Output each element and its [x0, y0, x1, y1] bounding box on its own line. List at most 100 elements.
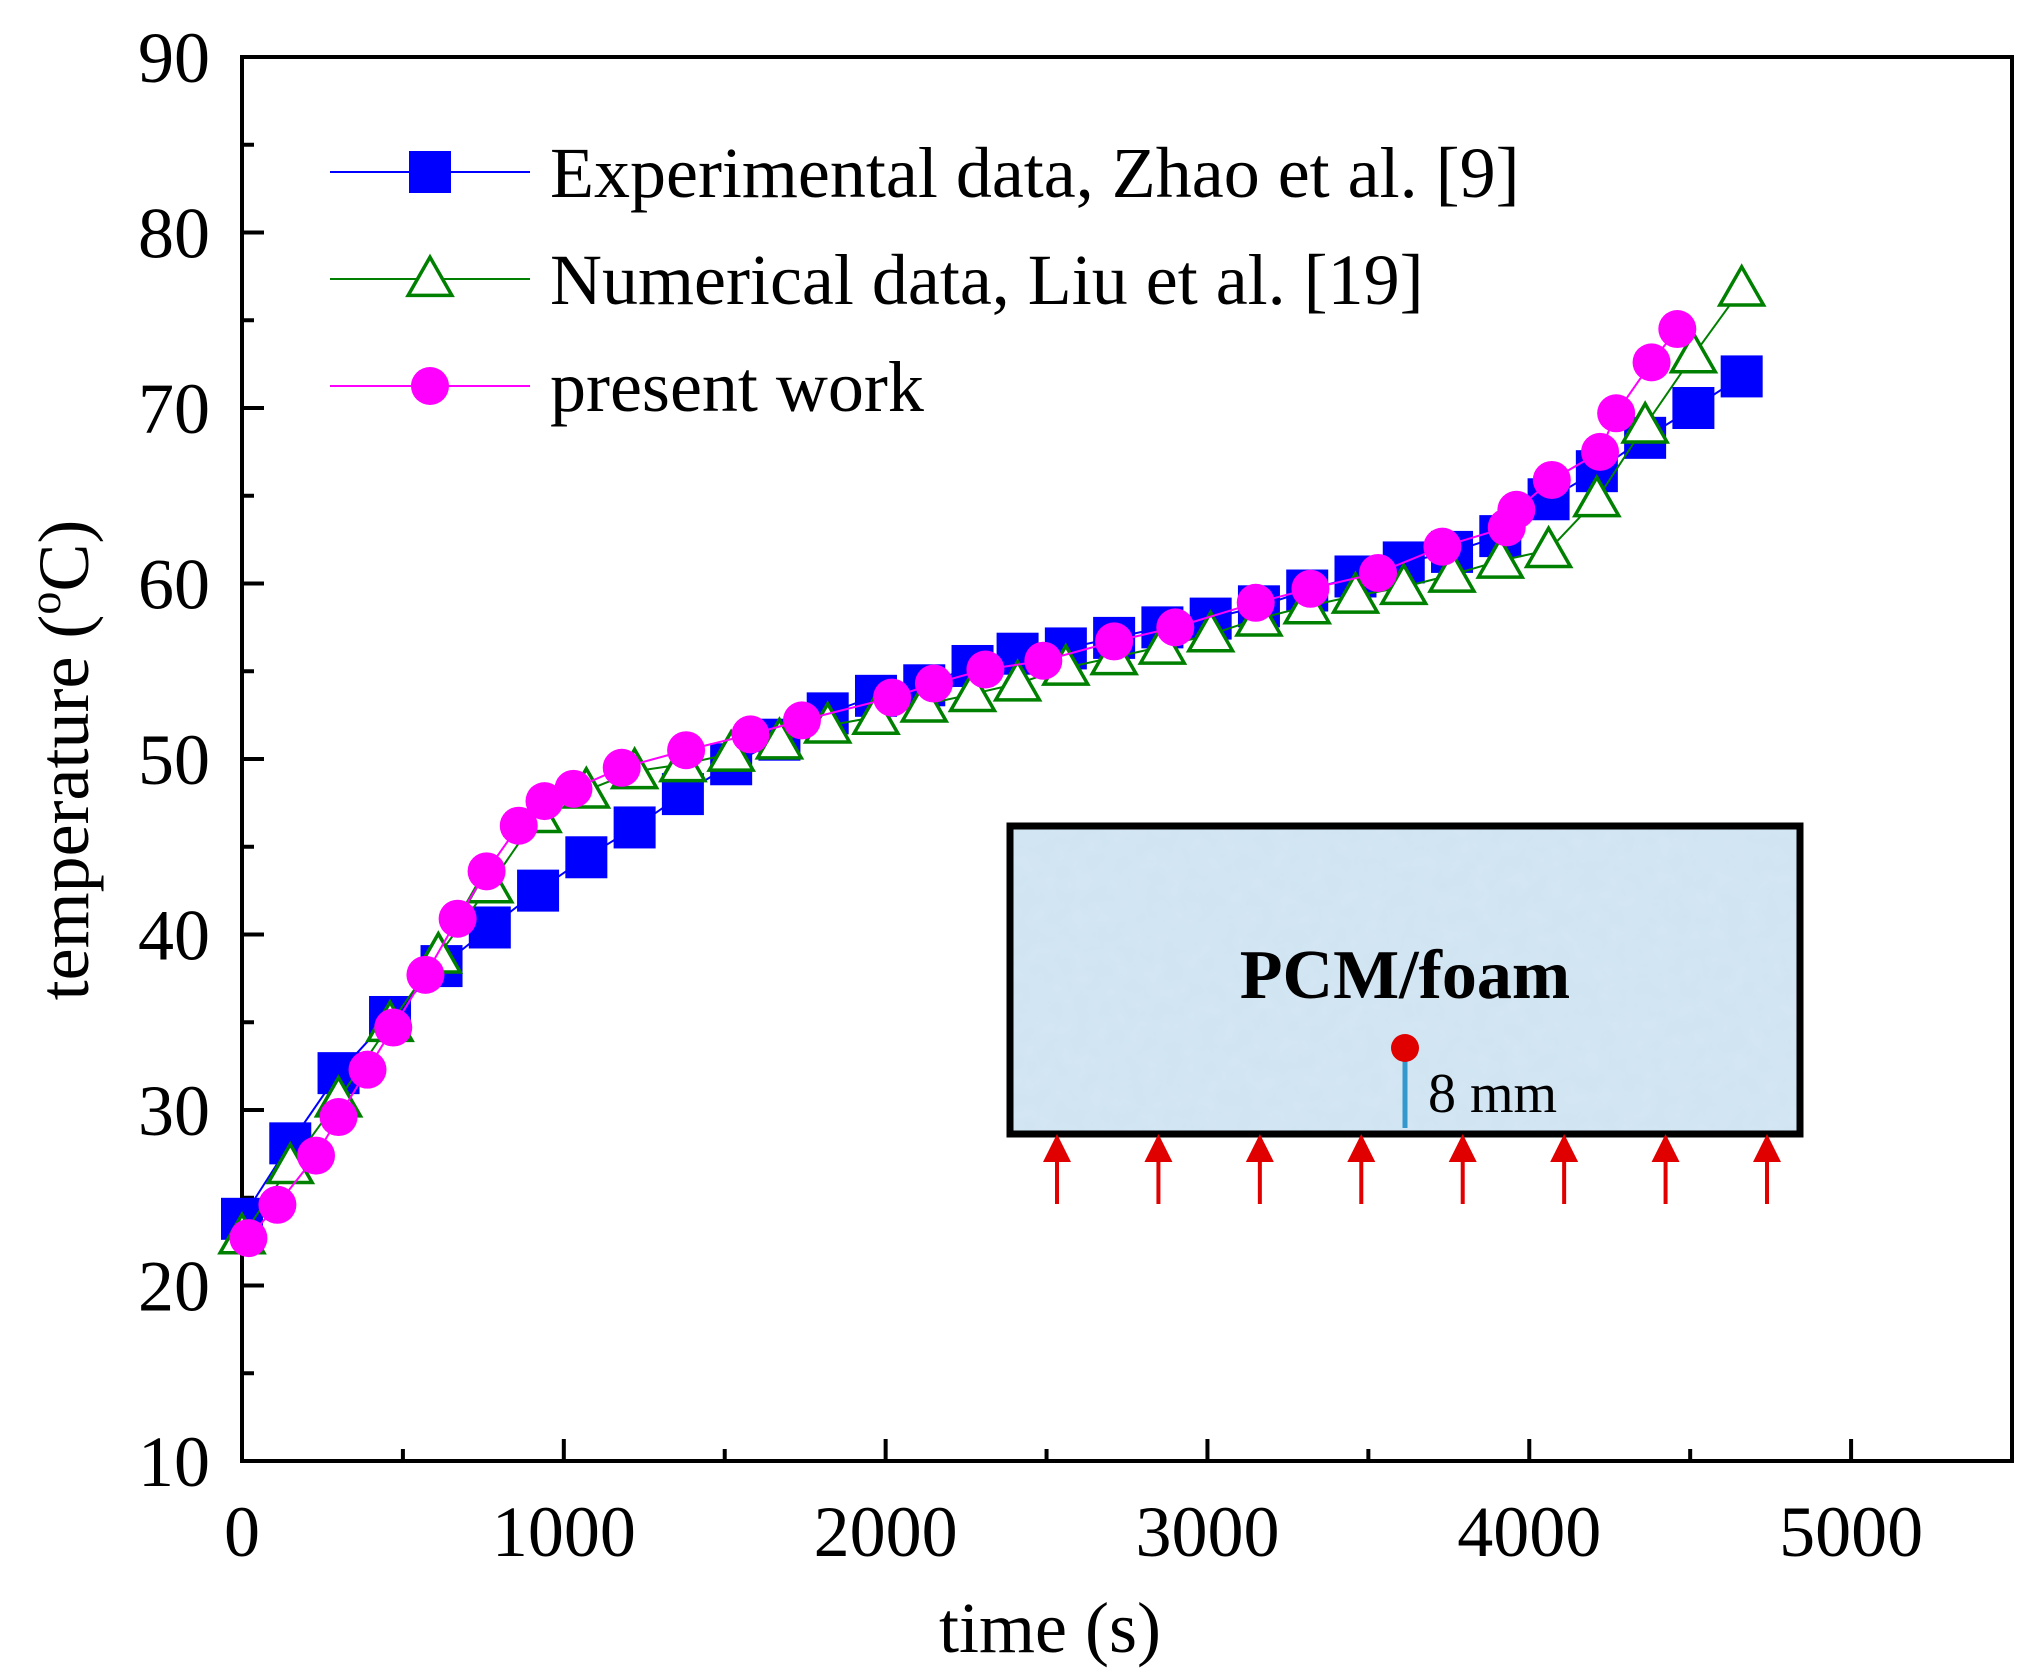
heat-arrow: [1043, 1134, 1071, 1204]
circle-marker: [1581, 432, 1620, 471]
heat-arrow-head: [1245, 1134, 1274, 1162]
circle-marker: [1095, 622, 1134, 661]
heat-arrow-head: [1651, 1134, 1680, 1162]
square-marker: [565, 836, 608, 879]
heat-arrow: [1144, 1134, 1173, 1204]
legend: Experimental data, Zhao et al. [9] Numeri…: [330, 133, 1520, 427]
circle-marker: [1236, 583, 1275, 622]
heat-arrow-head: [1144, 1134, 1173, 1162]
circle-marker: [1658, 310, 1697, 349]
triangle-marker: [1620, 400, 1670, 444]
legend-label: Experimental data, Zhao et al. [9]: [550, 133, 1520, 213]
circle-marker: [499, 806, 538, 845]
x-tick-label: 2000: [814, 1492, 958, 1572]
x-axis-tick-labels: 0 1000 2000 3000 4000 5000: [224, 1492, 1923, 1572]
y-axis-label-suffix: C): [24, 520, 104, 592]
circle-marker: [319, 1098, 358, 1137]
y-tick-label: 70: [138, 369, 210, 449]
x-tick-label: 1000: [492, 1492, 636, 1572]
y-axis-label-prefix: temperature (: [24, 615, 104, 1001]
legend-item: Experimental data, Zhao et al. [9]: [330, 133, 1520, 213]
triangle-marker: [1475, 535, 1526, 579]
x-axis-ticks: [240, 1439, 2014, 1461]
triangle-marker: [1330, 570, 1381, 614]
square-marker: [517, 869, 560, 912]
series-3: [229, 310, 1697, 1258]
triangle-marker: [947, 668, 998, 713]
x-tick-label: 0: [224, 1492, 260, 1572]
circle-marker: [406, 955, 445, 994]
square-marker: [613, 806, 656, 849]
inset-border: [1006, 822, 1804, 1138]
circle-marker: [1291, 569, 1330, 608]
series-layer: [217, 263, 1767, 1258]
y-tick-label: 90: [138, 18, 210, 98]
inset-label: PCM/foam: [1240, 937, 1570, 1014]
heat-arrow: [1448, 1134, 1477, 1204]
circle-marker: [1532, 460, 1571, 499]
triangle-marker: [992, 658, 1043, 702]
circle-marker: [1632, 343, 1671, 382]
circle-marker: [1359, 553, 1398, 592]
circle-marker: [411, 367, 449, 405]
heat-arrow-head: [1753, 1134, 1781, 1162]
y-axis-label: temperature (oC): [19, 520, 104, 1001]
circle-marker: [667, 731, 706, 770]
heat-arrows: [1043, 1134, 1781, 1204]
legend-item: present work: [330, 347, 924, 427]
y-tick-label: 60: [138, 545, 210, 625]
circle-marker: [467, 852, 506, 891]
circle-marker: [602, 748, 641, 787]
heat-arrow: [1651, 1134, 1680, 1204]
heat-arrow-head: [1448, 1134, 1477, 1162]
circle-marker: [1156, 608, 1195, 647]
circle-marker: [554, 769, 593, 808]
circle-marker: [873, 678, 912, 717]
circle-marker: [297, 1136, 336, 1175]
circle-marker: [229, 1219, 268, 1258]
heat-arrow: [1753, 1134, 1781, 1204]
legend-item: Numerical data, Liu et al. [19]: [330, 240, 1424, 320]
y-axis-ticks: [242, 55, 264, 1463]
circle-marker: [1597, 394, 1636, 433]
y-tick-label: 30: [138, 1071, 210, 1151]
circle-marker: [1423, 527, 1462, 566]
circle-marker: [438, 899, 477, 938]
heat-arrow: [1550, 1134, 1579, 1204]
circle-marker: [782, 701, 821, 740]
square-marker: [409, 151, 451, 193]
y-tick-label: 50: [138, 720, 210, 800]
circle-marker: [914, 664, 953, 703]
legend-label: Numerical data, Liu et al. [19]: [550, 240, 1424, 320]
legend-label: present work: [550, 347, 924, 427]
triangle-marker: [1185, 609, 1236, 653]
square-marker: [1672, 387, 1715, 429]
circle-marker: [966, 650, 1005, 689]
x-axis-label: time (s): [939, 1588, 1161, 1668]
heat-arrow-head: [1043, 1134, 1071, 1162]
x-tick-label: 5000: [1779, 1492, 1923, 1572]
triangle-marker: [1427, 549, 1477, 593]
triangle-marker: [1571, 473, 1622, 518]
y-axis-label-superscript: o: [19, 592, 70, 615]
triangle-marker: [1523, 524, 1574, 569]
x-tick-label: 3000: [1135, 1492, 1279, 1572]
square-marker: [1720, 355, 1763, 398]
y-tick-label: 80: [138, 194, 210, 274]
circle-marker: [1024, 641, 1063, 680]
y-axis-tick-labels: 10 20 30 40 50 60 70 80 90: [138, 18, 210, 1502]
circle-marker: [374, 1008, 413, 1047]
y-tick-label: 10: [138, 1422, 210, 1502]
circle-marker: [258, 1185, 297, 1224]
triangle-marker: [1668, 329, 1719, 374]
triangle-marker: [1716, 263, 1767, 307]
circle-marker: [348, 1050, 387, 1089]
heat-arrow-head: [1550, 1134, 1579, 1162]
heat-arrow: [1347, 1134, 1376, 1204]
inset-dimension-label: 8 mm: [1428, 1063, 1557, 1125]
heat-arrow: [1245, 1134, 1274, 1204]
y-tick-label: 20: [138, 1247, 210, 1327]
y-tick-label: 40: [138, 896, 210, 976]
x-tick-label: 4000: [1457, 1492, 1601, 1572]
